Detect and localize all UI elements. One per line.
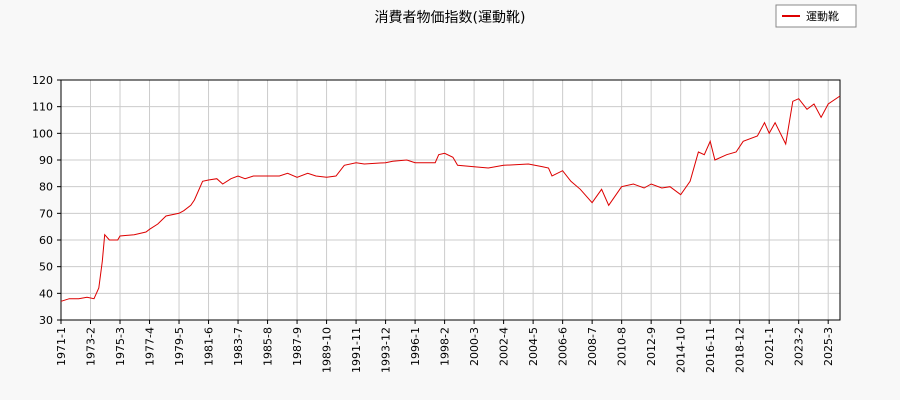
x-tick-label: 1989-10 — [321, 327, 334, 373]
x-tick-label: 1979-5 — [173, 327, 186, 366]
chart-title: 消費者物価指数(運動靴) — [375, 10, 526, 26]
x-tick-label: 2016-11 — [704, 327, 717, 373]
x-tick-label: 1973-2 — [85, 327, 98, 366]
plot-area — [61, 80, 840, 320]
y-tick-label: 60 — [39, 234, 53, 247]
x-tick-label: 2018-12 — [734, 327, 747, 373]
x-tick-label: 1985-8 — [262, 327, 275, 366]
x-tick-label: 1991-11 — [350, 327, 363, 373]
y-tick-label: 70 — [39, 207, 53, 220]
x-tick-label: 2014-10 — [675, 327, 688, 373]
y-tick-label: 80 — [39, 181, 53, 194]
x-tick-label: 1975-3 — [114, 327, 127, 366]
legend-label: 運動靴 — [806, 9, 839, 23]
x-tick-label: 2004-5 — [527, 327, 540, 366]
plot-frame — [60, 79, 841, 321]
x-tick-label: 2000-3 — [468, 327, 481, 366]
x-tick-label: 1983-7 — [232, 327, 245, 366]
x-tick-label: 2025-3 — [822, 327, 835, 366]
legend-box — [775, 4, 857, 28]
x-tick-label: 1987-9 — [291, 327, 304, 366]
data-line — [60, 95, 841, 302]
x-tick-label: 2012-9 — [645, 327, 658, 366]
y-tick-label: 90 — [39, 154, 53, 167]
y-tick-label: 110 — [32, 101, 53, 114]
x-tick-label: 2021-1 — [763, 327, 776, 366]
x-tick-label: 1998-2 — [439, 327, 452, 366]
x-tick-label: 2010-8 — [616, 327, 629, 366]
x-tick-label: 2023-2 — [793, 327, 806, 366]
x-tick-label: 2008-7 — [586, 327, 599, 366]
y-tick-label: 50 — [39, 261, 53, 274]
x-tick-label: 1971-1 — [55, 327, 68, 366]
y-tick-label: 40 — [39, 287, 53, 300]
x-tick-label: 1981-6 — [203, 327, 216, 366]
y-tick-label: 120 — [32, 74, 53, 87]
x-tick-label: 1996-1 — [409, 327, 422, 366]
x-tick-label: 1977-4 — [144, 327, 157, 366]
x-tick-label: 2002-4 — [498, 327, 511, 366]
y-tick-label: 100 — [32, 127, 53, 140]
y-tick-label: 30 — [39, 314, 53, 327]
x-tick-label: 1993-12 — [380, 327, 393, 373]
x-tick-label: 2006-6 — [557, 327, 570, 366]
